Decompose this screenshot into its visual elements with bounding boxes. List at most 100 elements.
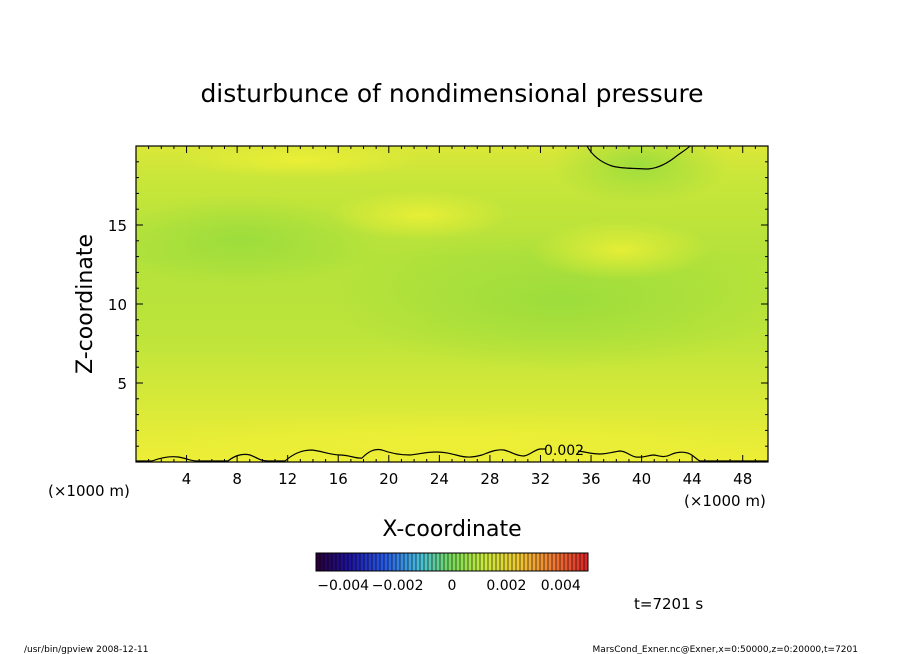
colorbar-cell (348, 553, 352, 571)
footer-right: MarsCond_Exner.nc@Exner,x=0:50000,z=0:20… (593, 645, 858, 654)
colorbar-cell (500, 553, 504, 571)
x-tick-label: 4 (182, 470, 192, 488)
colorbar-cell (564, 553, 568, 571)
x-axis: 4 8 12 16 20 24 28 32 36 40 44 48 (148, 146, 756, 488)
colorbar-cell (360, 553, 364, 571)
x-axis-label: X-coordinate (382, 517, 521, 542)
colorbar-tick-label: −0.002 (372, 578, 424, 594)
colorbar-cell (524, 553, 528, 571)
x-axis-unit-left: (×1000 m) (48, 482, 130, 500)
colorbar-cell (432, 553, 436, 571)
z-tick-label: 5 (117, 375, 127, 393)
colorbar-cell (472, 553, 476, 571)
colorbar-cell (456, 553, 460, 571)
x-axis-unit-right: (×1000 m) (684, 492, 766, 510)
contour-line-top (586, 145, 691, 170)
colorbar-cell (420, 553, 424, 571)
z-axis: 5 10 15 (108, 161, 768, 447)
colorbar-cell (508, 553, 512, 571)
colorbar-cell (396, 553, 400, 571)
colorbar-cell (332, 553, 336, 571)
colorbar-cell (364, 553, 368, 571)
colorbar-cell (356, 553, 360, 571)
colorbar-cell (408, 553, 412, 571)
green-blob (550, 146, 730, 205)
colorbar-cell (480, 553, 484, 571)
colorbar-cell (352, 553, 356, 571)
contour-line-surface (136, 448, 768, 462)
footer-left: /usr/bin/gpview 2008-12-11 (24, 645, 148, 654)
colorbar-tick-label: 0.002 (486, 578, 526, 594)
colorbar-cell (484, 553, 488, 571)
yellow-blob (136, 412, 768, 462)
colorbar-cell (548, 553, 552, 571)
colorbar-cell (440, 553, 444, 571)
yellow-blob (330, 190, 510, 240)
colorbar-cell (388, 553, 392, 571)
x-tick-label: 48 (733, 470, 752, 488)
colorbar-cell (416, 553, 420, 571)
colorbar-cell (552, 553, 556, 571)
colorbar-cell (380, 553, 384, 571)
colorbar-cell (560, 553, 564, 571)
time-label: t=7201 s (634, 595, 703, 613)
z-tick-label: 15 (108, 217, 127, 235)
colorbar-cell (468, 553, 472, 571)
colorbar-cell (444, 553, 448, 571)
colorbar-cell (556, 553, 560, 571)
colorbar-cell (412, 553, 416, 571)
colorbar-cell (520, 553, 524, 571)
colorbar-cell (536, 553, 540, 571)
colorbar-cell (460, 553, 464, 571)
colorbar-tick-label: 0 (448, 578, 457, 594)
colorbar-cell (512, 553, 516, 571)
colorbar-tick-label: −0.004 (317, 578, 369, 594)
yellow-blob (180, 146, 420, 178)
colorbar-cell (368, 553, 372, 571)
colorbar-cell (424, 553, 428, 571)
z-tick-label: 10 (108, 296, 127, 314)
x-tick-label: 44 (683, 470, 702, 488)
colorbar-cell (488, 553, 492, 571)
colorbar-cell (376, 553, 380, 571)
colorbar-cell (576, 553, 580, 571)
heatmap-field (136, 146, 768, 462)
x-tick-label: 28 (480, 470, 499, 488)
colorbar-cell (452, 553, 456, 571)
colorbar-cell (496, 553, 500, 571)
colorbar-cell (464, 553, 468, 571)
y-axis-label: Z-coordinate (73, 234, 98, 374)
x-tick-label: 32 (531, 470, 550, 488)
colorbar-cell (504, 553, 508, 571)
colorbar-cell (476, 553, 480, 571)
x-tick-label: 24 (430, 470, 449, 488)
colorbar-cell (400, 553, 404, 571)
colorbar-cell (528, 553, 532, 571)
green-blob (136, 195, 380, 285)
colorbar-cell (544, 553, 548, 571)
x-tick-label: 8 (232, 470, 242, 488)
colorbar-cell (516, 553, 520, 571)
colorbar-cell (540, 553, 544, 571)
colorbar-cell (572, 553, 576, 571)
colorbar-cell (384, 553, 388, 571)
x-tick-label: 16 (329, 470, 348, 488)
colorbar-cell (372, 553, 376, 571)
colorbar-cell (344, 553, 348, 571)
colorbar-tick-label: 0.004 (541, 578, 581, 594)
colorbar-cell (436, 553, 440, 571)
x-tick-label: 40 (632, 470, 651, 488)
chart-title: disturbunce of nondimensional pressure (200, 79, 703, 108)
colorbar-cell (328, 553, 332, 571)
colorbar-cell (404, 553, 408, 571)
colorbar-cell (584, 553, 588, 571)
x-tick-label: 20 (379, 470, 398, 488)
contour-label-surface: 0.002 (544, 443, 584, 459)
x-tick-label: 12 (278, 470, 297, 488)
colorbar-cell (580, 553, 584, 571)
colorbar-cell (448, 553, 452, 571)
colorbar: −0.004 −0.002 0 0.002 0.004 (315, 552, 589, 594)
colorbar-cell (428, 553, 432, 571)
colorbar-cell (340, 553, 344, 571)
